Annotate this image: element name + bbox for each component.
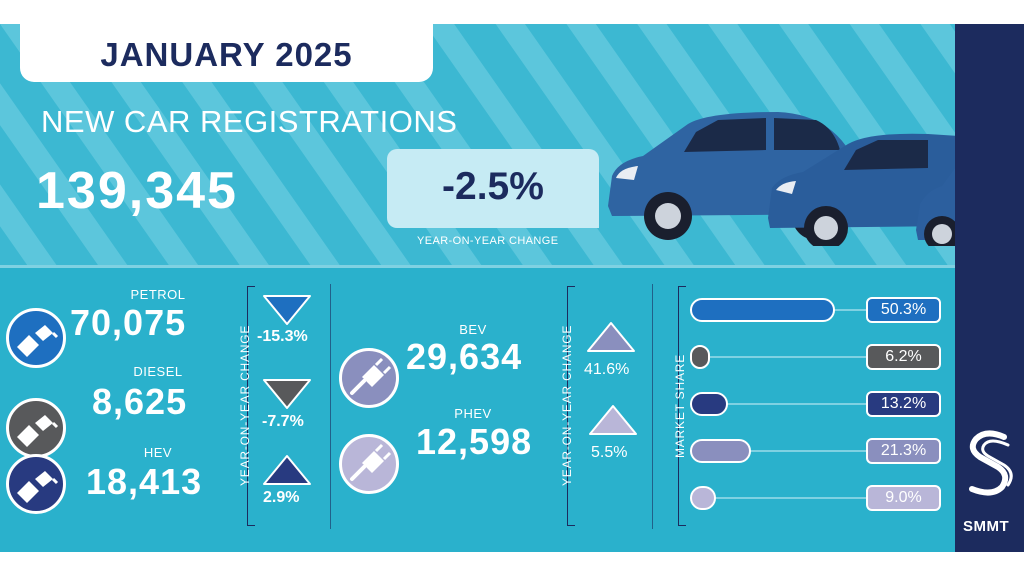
total-registrations: 139,345 [36, 162, 238, 220]
divider [0, 265, 955, 268]
up-arrow-icon [263, 455, 311, 485]
share-bar [690, 392, 729, 416]
change-petrol: -15.3% [257, 328, 308, 345]
share-value: 50.3% [866, 297, 941, 323]
share-value: 9.0% [866, 485, 941, 511]
change-hev: 2.9% [263, 489, 300, 506]
yoy-bracket-left [247, 286, 255, 526]
share-value: 21.3% [866, 438, 941, 464]
up-arrow-icon [587, 322, 635, 352]
car-icon [768, 133, 955, 246]
fuel-value-diesel: 8,625 [92, 381, 188, 422]
hev-icon [6, 454, 66, 514]
charging-plug-icon [350, 443, 392, 481]
fuel-name-phev: PHEV [454, 406, 492, 421]
share-value: 13.2% [866, 391, 941, 417]
share-track [690, 450, 870, 452]
brand-panel [955, 24, 1024, 552]
fuel-value-bev: 29,634 [406, 336, 523, 377]
page-title: NEW CAR REGISTRATIONS [41, 104, 458, 139]
fuel-value-hev: 18,413 [86, 461, 203, 502]
market-share-label: MARKET SHARE [673, 353, 687, 459]
up-arrow-icon [589, 405, 637, 435]
month-banner: JANUARY 2025 [20, 24, 433, 82]
share-track [690, 497, 870, 499]
brand-name: SMMT [963, 518, 1010, 535]
fuel-pump-icon [17, 415, 59, 447]
down-arrow-icon [263, 295, 311, 325]
header-panel: JANUARY 2025 NEW CAR REGISTRATIONS 139,3… [0, 24, 955, 265]
fuel-value-petrol: 70,075 [70, 302, 187, 343]
car-icon [916, 168, 955, 246]
cars-illustration [608, 112, 955, 246]
fuel-name-petrol: PETROL [130, 287, 186, 302]
yoy-change-box: -2.5% [387, 149, 599, 228]
down-arrow-icon [263, 379, 311, 409]
share-bar [690, 345, 710, 369]
share-track [690, 403, 870, 405]
petrol-icon [6, 308, 66, 368]
charging-plug-icon [350, 357, 392, 395]
diesel-icon [6, 398, 66, 458]
infographic: JANUARY 2025 NEW CAR REGISTRATIONS 139,3… [0, 24, 1024, 552]
share-bar [690, 439, 752, 463]
fuel-pump-icon [17, 325, 59, 357]
yoy-axis-label: YEAR-ON-YEAR CHANGE [238, 324, 252, 486]
share-value: 6.2% [866, 344, 941, 370]
fuel-name-hev: HEV [143, 445, 173, 460]
bev-icon [339, 348, 399, 408]
fuel-pump-icon [17, 471, 59, 503]
phev-icon [339, 434, 399, 494]
smmt-logo [969, 430, 1013, 496]
fuel-name-bev: BEV [459, 322, 487, 337]
yoy-change-value: -2.5% [442, 165, 544, 208]
market-share-bracket [678, 286, 686, 526]
yoy-bracket-right [567, 286, 575, 526]
share-track [690, 356, 870, 358]
change-bev: 41.6% [584, 361, 630, 378]
change-diesel: -7.7% [262, 413, 304, 430]
column-divider [330, 284, 331, 529]
yoy-axis-label: YEAR-ON-YEAR CHANGE [560, 324, 574, 486]
yoy-change-label: YEAR-ON-YEAR CHANGE [417, 235, 559, 247]
fuel-value-phev: 12,598 [416, 421, 533, 462]
month-title: JANUARY 2025 [100, 36, 353, 73]
share-bar [690, 486, 716, 510]
fuel-name-diesel: DIESEL [133, 364, 183, 379]
change-phev: 5.5% [591, 444, 628, 461]
column-divider [652, 284, 653, 529]
share-bar [690, 298, 835, 322]
